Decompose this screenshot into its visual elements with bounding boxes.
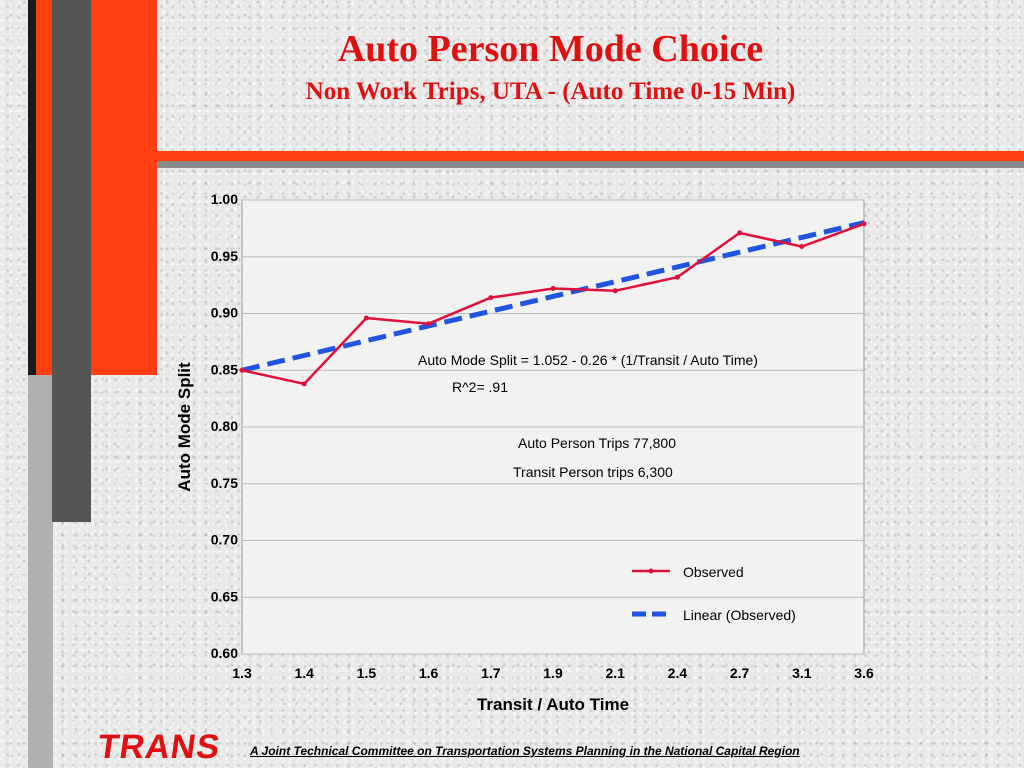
observed-point xyxy=(301,381,307,387)
observed-point xyxy=(674,274,680,280)
x-tick-label: 2.7 xyxy=(730,665,750,681)
y-tick-label: 0.65 xyxy=(211,588,238,604)
observed-point xyxy=(363,315,369,321)
x-tick-label: 1.9 xyxy=(543,665,563,681)
title-divider-gray xyxy=(157,161,1024,168)
x-axis-ticks: 1.3 1.4 1.5 1.6 1.7 1.9 2.1 2.4 2.7 3.1 3.6 xyxy=(232,665,874,681)
r-squared: R^2= .91 xyxy=(452,379,508,395)
observed-point xyxy=(861,221,867,227)
observed-point xyxy=(799,244,805,250)
x-tick-label: 2.1 xyxy=(605,665,625,681)
y-tick-label: 0.90 xyxy=(211,305,238,321)
legend-observed-label: Observed xyxy=(683,564,744,580)
x-tick-label: 2.4 xyxy=(668,665,688,681)
observed-point xyxy=(737,230,743,236)
x-tick-label: 1.6 xyxy=(419,665,439,681)
observed-point xyxy=(426,321,432,327)
legend-linear-label: Linear (Observed) xyxy=(683,607,796,623)
x-tick-label: 3.1 xyxy=(792,665,812,681)
x-tick-label: 1.5 xyxy=(357,665,377,681)
dark-gray-column xyxy=(52,0,91,522)
x-tick-label: 1.3 xyxy=(232,665,252,681)
y-tick-label: 0.85 xyxy=(211,361,238,377)
mode-split-chart: 0.60 0.65 0.70 0.75 0.80 0.85 0.90 0.95 1.00 1.3… xyxy=(175,191,874,714)
x-axis-label: Transit / Auto Time xyxy=(477,695,629,714)
legend-observed-marker xyxy=(648,568,654,574)
x-tick-label: 1.7 xyxy=(481,665,501,681)
x-tick-label: 1.4 xyxy=(294,665,314,681)
regression-equation: Auto Mode Split = 1.052 - 0.26 * (1/Tran… xyxy=(418,352,758,368)
observed-point xyxy=(239,367,245,373)
y-axis-label: Auto Mode Split xyxy=(175,362,194,492)
y-tick-label: 0.60 xyxy=(211,645,238,661)
y-tick-label: 0.70 xyxy=(211,532,238,548)
transit-trips-count: Transit Person trips 6,300 xyxy=(513,464,673,480)
footer-link[interactable]: A Joint Technical Committee on Transport… xyxy=(250,744,800,758)
y-axis-ticks: 0.60 0.65 0.70 0.75 0.80 0.85 0.90 0.95 1.00 xyxy=(211,191,238,661)
observed-point xyxy=(550,286,556,292)
series-layer xyxy=(239,220,867,387)
x-tick-label: 3.6 xyxy=(854,665,874,681)
title-divider-orange xyxy=(157,151,1024,161)
left-black-stripe xyxy=(28,0,37,375)
observed-point xyxy=(488,295,494,301)
auto-trips-count: Auto Person Trips 77,800 xyxy=(518,435,676,451)
gridlines xyxy=(242,199,864,655)
y-tick-label: 0.75 xyxy=(211,475,238,491)
y-tick-label: 0.80 xyxy=(211,418,238,434)
page-subtitle: Non Work Trips, UTA - (Auto Time 0-15 Mi… xyxy=(305,78,796,105)
trans-logo: TRANS xyxy=(95,728,223,766)
legend: Observed Linear (Observed) xyxy=(632,564,796,623)
observed-point xyxy=(612,288,618,294)
y-tick-label: 0.95 xyxy=(211,248,238,264)
page-title: Auto Person Mode Choice xyxy=(337,28,764,70)
orange-column xyxy=(91,0,157,375)
series-linear-observed xyxy=(241,220,865,373)
left-orange-stripe xyxy=(36,0,52,375)
y-tick-label: 1.00 xyxy=(211,191,238,207)
